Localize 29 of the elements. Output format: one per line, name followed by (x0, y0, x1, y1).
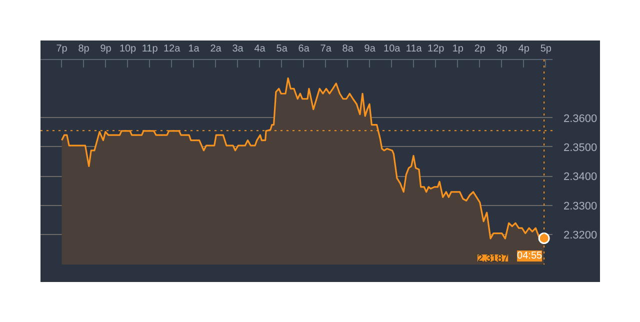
x-tick-label: 8p (78, 44, 90, 54)
x-tick-label: 5a (276, 44, 288, 54)
x-tick-label: 4p (518, 44, 530, 54)
x-tick-label: 4a (254, 44, 266, 54)
x-tick-label: 2p (474, 44, 486, 54)
x-tick-label: 7p (56, 44, 68, 54)
x-tick-label: 3a (232, 44, 244, 54)
x-tick-label: 10a (384, 44, 401, 54)
x-tick-label: 5p (540, 44, 552, 54)
y-tick-label: 2.3600 (564, 112, 598, 125)
y-tick-label: 2.3500 (564, 142, 598, 154)
x-tick-label: 12p (428, 44, 445, 54)
x-tick-label: 1p (452, 44, 464, 54)
x-tick-label: 11p (142, 44, 158, 54)
x-tick-label: 9a (364, 44, 376, 54)
y-tick-label: 2.3400 (564, 171, 598, 184)
x-tick-label: 9p (100, 44, 112, 54)
x-tick-label: 11a (406, 44, 422, 54)
x-tick-label: 7a (320, 44, 332, 54)
y-tick-label: 2.3200 (564, 229, 598, 242)
y-tick-label: 2.3300 (564, 200, 598, 212)
x-tick-label: 3p (496, 44, 508, 54)
x-tick-label: 8a (342, 44, 354, 54)
x-tick-label: 1a (188, 44, 200, 54)
ref-line-label: 04:55 (517, 250, 543, 262)
x-tick-label: 6a (298, 44, 310, 54)
x-tick-label: 12a (163, 44, 181, 54)
x-tick-label: 10p (119, 44, 137, 54)
x-tick-label: 2a (210, 44, 222, 54)
